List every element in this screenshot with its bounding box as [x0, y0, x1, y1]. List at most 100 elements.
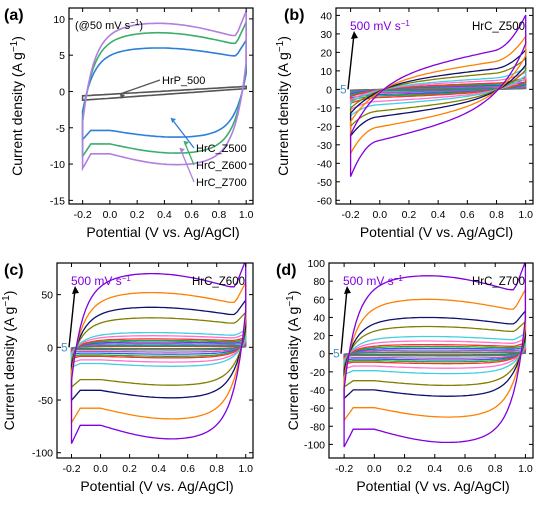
y-tick-label: 10 [53, 14, 65, 26]
y-tick-label: 5 [59, 50, 65, 62]
label-arrow [179, 147, 195, 183]
y-tick-label: 0 [319, 349, 325, 361]
label-arrow [170, 117, 195, 149]
arrow-head [344, 286, 351, 294]
series-line [349, 48, 527, 138]
y-tick-label: -40 [310, 385, 325, 397]
arrow-head [171, 118, 176, 123]
arrow-head [184, 141, 189, 146]
series-line [349, 71, 527, 111]
series-line [343, 350, 527, 357]
series-line [343, 332, 527, 376]
y-tick-label: 10 [320, 66, 332, 78]
x-tick-label: 0.6 [458, 463, 473, 475]
x-tick-label: 1.0 [518, 209, 533, 221]
panel-c: -0.2 0.0 0.2 0.4 0.6 0.8 1.0 -100 -50 0 50 Potentia… [1, 262, 254, 494]
y-tick-label: 30 [320, 29, 332, 41]
panel-label: (c) [4, 262, 24, 279]
x-axis-label: Potential (V vs. Ag/AgCl) [360, 224, 513, 240]
scan-rate-arrow [347, 33, 355, 90]
series-line [349, 34, 527, 156]
series-line [81, 37, 247, 142]
series-line [70, 345, 247, 350]
label-arrow [119, 79, 161, 95]
y-tick-label: 80 [313, 276, 325, 288]
arrow-head [351, 31, 358, 39]
axes-frame [328, 262, 534, 459]
series-line [70, 342, 247, 354]
y-axis-label: Current density (A g−1) [285, 291, 302, 431]
y-tick-label: -60 [310, 403, 325, 415]
plot-area [349, 14, 527, 177]
series-line [343, 320, 527, 389]
panel-b: -0.2 0.0 0.2 0.4 0.6 0.8 1.0 -60 -50 -40 -30 -20 -10… [275, 7, 534, 240]
x-tick-label: 0.8 [212, 209, 227, 221]
series-line [70, 310, 247, 389]
arrow-head [72, 286, 79, 294]
y-tick-label: 100 [307, 258, 325, 270]
x-tick-label: 0.8 [488, 463, 503, 475]
series-line [81, 85, 247, 102]
x-axis-label: Potential (V vs. Ag/AgCl) [80, 478, 233, 494]
x-tick-label: -0.2 [74, 209, 92, 221]
y-tick-label: 0 [326, 84, 332, 96]
axes-frame [335, 7, 534, 205]
x-tick-label: -0.2 [342, 209, 360, 221]
x-tick-label: 0.2 [122, 463, 137, 475]
x-axis-label: Potential (V vs. Ag/AgCl) [86, 224, 239, 240]
y-tick-label: -30 [317, 140, 332, 152]
series-line [343, 342, 527, 366]
series-line [343, 286, 527, 423]
scan-rate-max-label: 500 mV s−1 [71, 274, 131, 289]
x-tick-label: 0.2 [130, 209, 145, 221]
scan-rate-max-label: 500 mV s−1 [350, 19, 410, 34]
y-axis-label: Current density (A g−1) [9, 36, 26, 176]
y-tick-label: -100 [32, 448, 53, 460]
y-tick-label: -15 [50, 195, 65, 207]
x-tick-label: 0.2 [397, 463, 412, 475]
axes-frame [56, 262, 254, 459]
series-line [343, 263, 527, 448]
series-line [70, 263, 247, 444]
series-line [70, 328, 247, 369]
panel-label: (a) [4, 7, 24, 24]
y-tick-label: 20 [320, 47, 332, 59]
y-tick-label: -40 [317, 158, 332, 170]
series-line [343, 309, 527, 401]
plot-area [343, 263, 527, 448]
y-tick-label: 40 [320, 10, 332, 22]
x-tick-label: 0.0 [103, 209, 118, 221]
series-line [70, 282, 247, 425]
x-tick-label: 0.6 [460, 209, 475, 221]
scan-rate-min-label: 5 [61, 340, 68, 354]
y-tick-label: -100 [304, 439, 325, 451]
y-axis-label: Current density (A g−1) [275, 36, 292, 176]
plot-area [70, 263, 247, 444]
x-tick-label: 0.4 [431, 209, 446, 221]
x-tick-label: 0.4 [151, 463, 166, 475]
series-label: HrC_Z700 [196, 177, 247, 189]
y-tick-label: 50 [41, 290, 53, 302]
x-tick-label: 1.0 [238, 463, 253, 475]
series-line [349, 76, 527, 105]
series-line [70, 332, 247, 364]
x-tick-label: 0.4 [427, 463, 442, 475]
arrow-head [180, 148, 185, 153]
series-line [70, 344, 247, 351]
series-line [81, 10, 247, 172]
x-tick-label: 0.0 [93, 463, 108, 475]
series-line [70, 336, 247, 360]
panel-title: HrC_Z600 [192, 276, 245, 288]
plot-area [81, 10, 247, 172]
series-line [349, 66, 527, 117]
panel-title: HrC_Z500 [472, 21, 525, 33]
series-line [343, 337, 527, 370]
series-label: HrC_Z500 [196, 143, 247, 155]
x-axis-label: Potential (V vs. Ag/AgCl) [356, 478, 509, 494]
y-tick-label: -50 [317, 177, 332, 189]
x-tick-label: 0.6 [180, 463, 195, 475]
y-tick-label: 20 [313, 331, 325, 343]
series-label: HrC_Z600 [196, 160, 247, 172]
x-tick-label: 0.0 [372, 209, 387, 221]
x-tick-label: -0.2 [335, 463, 353, 475]
